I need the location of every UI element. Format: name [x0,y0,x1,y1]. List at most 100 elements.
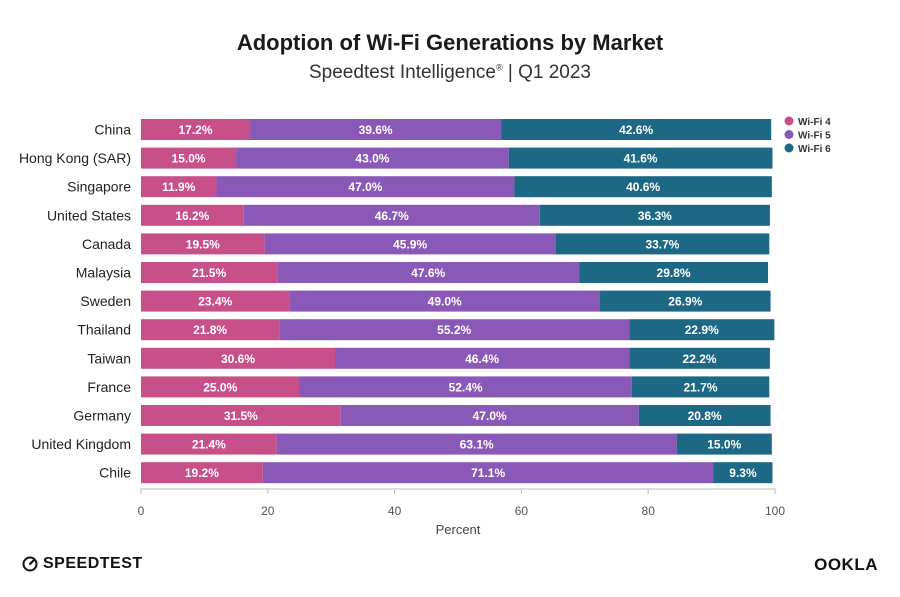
x-tick-label: 0 [138,504,145,518]
data-label: 42.6% [619,123,653,137]
category-label: Germany [73,408,131,424]
data-label: 30.6% [221,352,255,366]
bar-segment [141,405,341,426]
category-label: Taiwan [87,350,131,366]
legend-label: Wi-Fi 6 [798,144,831,155]
bar-segment [638,405,771,426]
x-axis-label: Percent [436,522,481,537]
data-label: 29.8% [657,266,691,280]
bar-segment [539,204,770,226]
bar-segment [236,147,509,169]
data-label: 47.0% [348,180,382,194]
bar-segment [276,433,677,455]
bar-segment [335,347,630,369]
data-label: 63.1% [460,438,494,452]
bar-segment [243,204,540,226]
data-label: 46.7% [375,209,409,223]
category-label: Chile [99,465,131,481]
data-label: 49.0% [428,295,462,309]
bar-segment [141,119,251,140]
bar-segment [555,233,770,255]
bar-segment [141,204,244,226]
data-label: 52.4% [449,380,483,394]
category-label: United Kingdom [31,436,131,452]
bar-segment [277,262,580,283]
data-label: 15.0% [707,438,741,452]
bar-segment [508,147,773,169]
data-label: 41.6% [624,152,658,166]
data-label: 19.5% [186,237,220,251]
bar-segment [340,405,639,426]
legend-marker [784,116,794,126]
x-tick-label: 40 [388,504,402,518]
bar-segment [141,319,280,341]
bar-segment [501,119,772,140]
data-label: 36.3% [638,209,672,223]
data-label: 25.0% [203,380,237,394]
bar-segment [279,319,630,341]
speedtest-wordmark: SPEEDTEST [43,555,143,572]
category-label: Hong Kong (SAR) [19,150,131,166]
ookla-logo: OOKLA [814,555,878,574]
registered-mark: ® [495,62,503,73]
category-label: Malaysia [76,265,131,281]
stacked-bar-chart: China 17.2% 39.6% 42.6% Hong Kong (SAR) 15.0%… [19,116,831,537]
data-label: 39.6% [359,123,393,137]
legend-marker [784,143,794,153]
bar-segment [631,376,770,398]
chart-title: Adoption of Wi-Fi Generations by Market [236,30,664,55]
data-label: 16.2% [175,209,209,223]
bar-segment [141,176,217,198]
bar-segment [514,176,772,198]
data-label: 19.2% [185,466,219,480]
x-tick-label: 80 [642,504,656,518]
data-label: 15.0% [172,152,206,166]
data-label: 23.4% [198,295,232,309]
subtitle-period: | Q1 2023 [502,62,591,83]
bar-segment [629,347,770,369]
category-label: Singapore [67,179,131,195]
bar-segment [629,319,775,341]
data-label: 20.8% [688,409,722,423]
category-label: China [94,122,131,138]
bar-segment [141,233,265,255]
data-label: 21.7% [683,380,717,394]
data-label: 45.9% [393,237,427,251]
bar-segment [141,347,336,369]
x-tick-label: 100 [765,504,785,518]
bar-segment [262,462,714,484]
category-label: Sweden [80,293,131,309]
data-label: 9.3% [729,466,757,480]
bar-segment [600,290,771,312]
speedometer-icon [22,556,38,572]
data-label: 11.9% [162,180,196,194]
bar-segment [289,290,601,312]
data-label: 21.5% [192,266,226,280]
data-label: 43.0% [355,152,389,166]
legend-marker [784,130,794,139]
data-label: 47.6% [411,266,445,280]
data-label: 47.0% [473,409,507,423]
bar-segment [250,119,502,140]
data-label: 22.9% [685,323,719,337]
data-label: 31.5% [224,409,258,423]
bar-segment [713,462,773,484]
data-label: 17.2% [179,123,213,137]
data-label: 26.9% [668,295,702,309]
subtitle-source: Speedtest Intelligence [309,62,496,83]
data-label: 71.1% [471,466,505,480]
speedtest-logo: SPEEDTEST [22,555,143,573]
bar-segment [141,376,300,398]
data-label: 22.2% [683,352,717,366]
data-label: 33.7% [645,237,679,251]
bar-segment [141,147,237,169]
bar-segment [216,176,515,198]
chart-subtitle: Speedtest Intelligence® | Q1 2023 [0,62,900,84]
data-label: 46.4% [465,352,499,366]
x-tick-label: 20 [261,504,275,518]
data-label: 21.8% [193,323,227,337]
x-tick-label: 60 [515,504,529,518]
category-label: Thailand [77,322,131,338]
data-label: 40.6% [626,180,660,194]
category-label: Canada [82,236,131,252]
